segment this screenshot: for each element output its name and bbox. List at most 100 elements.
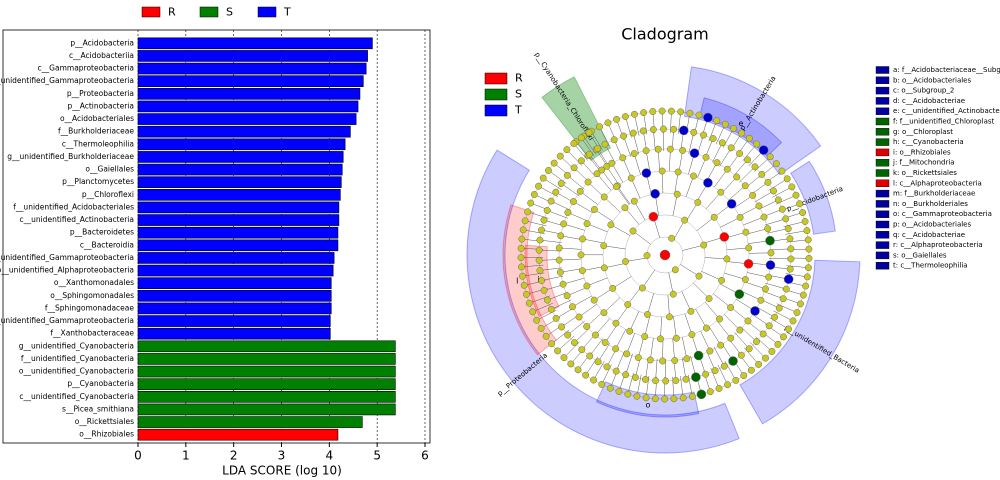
tree-node: [679, 147, 687, 154]
key-swatch: [875, 220, 890, 229]
link: [713, 293, 731, 308]
tree-node: [786, 235, 794, 243]
link: [655, 358, 658, 381]
link: [719, 147, 732, 167]
tree-node: [668, 234, 676, 242]
tree-node: [643, 252, 651, 259]
link: [747, 272, 769, 278]
tree-node: [672, 377, 680, 384]
tree-node: [634, 354, 642, 362]
tree-node: [801, 218, 809, 225]
tree-node: [529, 308, 537, 316]
tree-node: [662, 377, 670, 385]
tree-node: [571, 339, 578, 347]
tree-node: [547, 197, 555, 205]
link: [734, 195, 753, 208]
tree-node: [765, 235, 775, 246]
tree-node: [673, 190, 681, 198]
tree-node: [718, 139, 726, 147]
tree-node: [805, 254, 813, 262]
tree-node: [755, 360, 763, 368]
tree-node: [687, 307, 695, 315]
tree-node: [750, 306, 760, 316]
tree-node: [598, 166, 606, 174]
key-swatch: [875, 251, 890, 260]
link: [708, 326, 721, 346]
tree-node: [556, 152, 564, 160]
link: [567, 320, 585, 336]
tree-node: [556, 268, 564, 276]
tree-node: [557, 232, 565, 240]
link: [629, 311, 640, 332]
tree-node: [679, 394, 687, 402]
tree-node: [640, 109, 648, 117]
tree-node: [639, 127, 647, 135]
tree-node: [765, 273, 773, 281]
tree-node: [590, 376, 597, 384]
tree-node: [555, 244, 563, 252]
tree-node: [642, 147, 650, 155]
tree-node: [570, 164, 578, 172]
tree-node: [796, 300, 804, 308]
link: [604, 196, 621, 213]
tree-node: [787, 255, 795, 263]
tree-node: [533, 316, 541, 324]
clade-letter: o: [645, 401, 650, 410]
link: [713, 346, 725, 367]
tree-node: [629, 129, 637, 137]
tree-node: [620, 132, 628, 140]
tree-node: [796, 200, 804, 208]
bar: [137, 75, 364, 88]
tree-node: [629, 227, 637, 235]
tree-node: [558, 323, 566, 331]
key-swatch: [875, 231, 890, 239]
link: [589, 338, 604, 357]
tree-node: [716, 315, 723, 323]
link: [615, 350, 625, 372]
tree-node: [560, 220, 568, 228]
bar: [137, 226, 339, 239]
tree-node: [695, 111, 703, 119]
tree-node: [719, 232, 730, 242]
x-tick-label: 5: [373, 449, 381, 463]
tree-node: [661, 395, 669, 403]
legend-swatch: [484, 88, 508, 101]
tree-node: [555, 256, 563, 264]
tree-node: [779, 295, 787, 303]
link: [632, 230, 651, 245]
link: [557, 336, 575, 352]
tree-node: [575, 313, 583, 321]
tree-node: [666, 313, 673, 321]
tree-node: [733, 173, 741, 181]
tree-node: [768, 347, 776, 355]
tree-node: [727, 144, 735, 152]
bar: [137, 239, 339, 252]
tree-node: [626, 327, 634, 335]
x-tick-label: 1: [182, 449, 190, 463]
tree-node: [542, 332, 550, 340]
tree-node: [598, 380, 606, 388]
bar: [137, 353, 396, 365]
link: [596, 173, 612, 191]
tree-node: [630, 197, 638, 205]
link: [744, 281, 766, 290]
link: [595, 318, 611, 336]
root-node: [659, 249, 671, 261]
tree-node: [610, 136, 618, 144]
tree-node: [724, 381, 732, 389]
tree-node: [671, 357, 679, 365]
link: [604, 324, 618, 343]
link: [580, 191, 598, 205]
tree-node: [648, 211, 659, 222]
legend-label: T: [514, 104, 522, 117]
link: [594, 209, 614, 222]
ring: [602, 192, 728, 318]
key-swatch: [875, 76, 890, 85]
tree-node: [630, 110, 638, 118]
clade-sector: [739, 259, 861, 425]
key-swatch: [875, 169, 890, 177]
tree-node: [761, 285, 769, 293]
x-tick-label: 6: [421, 449, 429, 463]
tree-node: [523, 290, 530, 298]
x-tick-label: 2: [230, 449, 238, 463]
